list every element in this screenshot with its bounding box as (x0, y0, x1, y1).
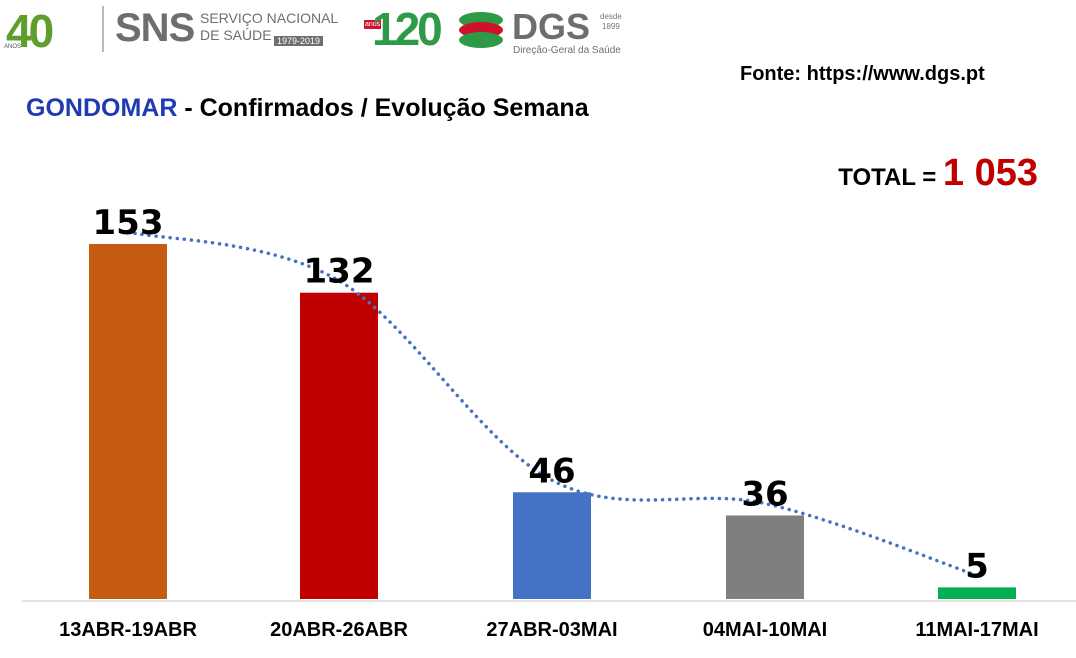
sns-line2: DE SAÚDE (200, 27, 272, 43)
header-logos: 40 ANOS SNS SERVIÇO NACIONAL DE SAÚDE 19… (0, 0, 640, 62)
bar-3 (513, 492, 591, 599)
value-label-3: 46 (528, 451, 575, 491)
category-label-1: 13ABR-19ABR (59, 619, 197, 641)
total-label: TOTAL = (838, 164, 943, 191)
dgs-flag-icon (459, 12, 503, 48)
logo-40-anos-label: ANOS (4, 44, 22, 50)
category-label-5: 11MAI-17MAI (915, 619, 1038, 641)
bar-2 (300, 292, 378, 599)
trendline (126, 230, 979, 578)
logo-40-anos: 40 (6, 4, 54, 58)
dgs-logo: DGS (512, 6, 591, 47)
value-label-1: 153 (93, 203, 164, 243)
dgs-year: 1899 (602, 22, 620, 31)
source-text: Fonte: https://www.dgs.pt (740, 63, 985, 85)
dgs-since: desde 1899 (600, 12, 622, 32)
logo-40-text: 40 (6, 5, 54, 57)
dgs-subtitle: Direção-Geral da Saúde (513, 45, 621, 56)
logo-divider (102, 6, 104, 52)
bar-4 (726, 515, 804, 599)
bar-5 (938, 587, 1016, 599)
category-label-2: 20ABR-26ABR (270, 619, 408, 641)
value-label-4: 36 (741, 474, 788, 514)
chart-title: GONDOMAR - Confirmados / Evolução Semana (26, 94, 589, 123)
value-label-2: 132 (304, 252, 375, 292)
category-label-4: 04MAI-10MAI (703, 619, 827, 641)
chart-title-place: GONDOMAR (26, 94, 178, 122)
sns-logo: SNS (115, 6, 195, 50)
logo-120-anos-label: anos (364, 20, 382, 29)
logo-120-anos: 120 (372, 3, 443, 55)
sns-subtitle: SERVIÇO NACIONAL DE SAÚDE (200, 10, 338, 44)
value-label-5: 5 (965, 546, 989, 586)
sns-line1: SERVIÇO NACIONAL (200, 10, 339, 26)
bar-1 (89, 244, 167, 599)
category-label-3: 27ABR-03MAI (486, 619, 617, 641)
dgs-desde: desde (600, 12, 622, 21)
chart-title-rest: - Confirmados / Evolução Semana (177, 94, 589, 122)
total-value: 1 053 (942, 152, 1038, 194)
total-summary: TOTAL = 1 053 (838, 152, 1038, 195)
sns-years: 1979-2019 (274, 36, 324, 46)
